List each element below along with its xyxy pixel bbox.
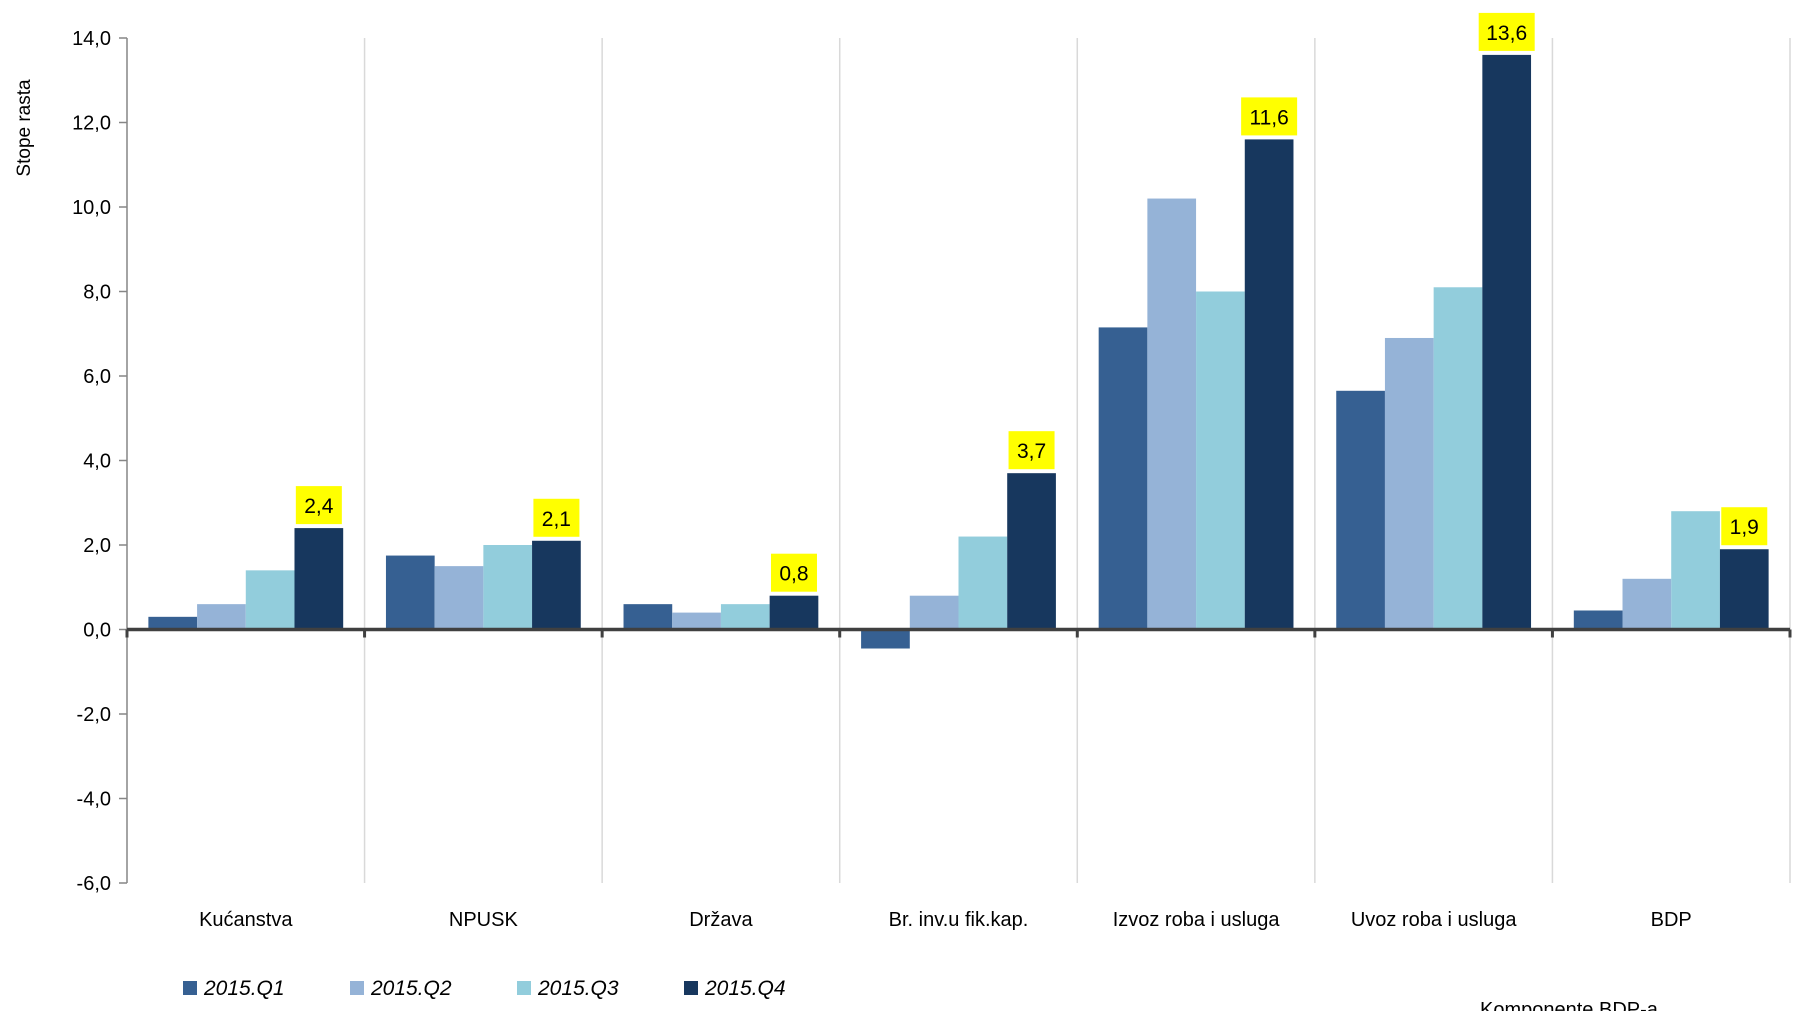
data-label-text: 2,4 — [304, 495, 334, 518]
data-label: 1,9 — [1721, 507, 1768, 546]
bars — [148, 54, 1769, 649]
y-tick-label: 12,0 — [72, 113, 111, 135]
bar-2015-q3-1 — [483, 545, 533, 630]
legend-swatch — [517, 981, 531, 995]
y-tick-label: 6,0 — [83, 366, 111, 388]
data-label: 3,7 — [1008, 431, 1055, 470]
axes: -6,0 -4,0 -2,0 0,0 2,0 4,0 6,0 8,0 10,0 12,0 14,0 K… — [72, 28, 1792, 931]
data-label-highlight — [1241, 97, 1298, 136]
legend-item: 2015.Q2 — [350, 977, 452, 1000]
legend-swatch — [183, 981, 197, 995]
y-tick-label: -2,0 — [77, 704, 111, 726]
data-label: 2,1 — [533, 498, 580, 537]
legend-label: 2015.Q3 — [537, 977, 619, 1000]
y-tick-label: 10,0 — [72, 197, 111, 219]
data-label-highlight — [1008, 431, 1055, 470]
bar-2015-q1-5 — [1336, 390, 1385, 630]
y-tick-label: 0,0 — [83, 620, 111, 642]
bar-2015-q3-3 — [958, 536, 1008, 630]
bar-2015-q2-3 — [909, 595, 959, 630]
legend-swatch — [684, 981, 698, 995]
bar-2015-q3-4 — [1196, 291, 1245, 630]
grid-lines — [363, 38, 1791, 883]
bar-2015-q1-4 — [1098, 327, 1148, 630]
data-label-text: 0,8 — [779, 563, 808, 586]
data-label-text: 3,7 — [1017, 440, 1046, 463]
bar-2015-q2-2 — [672, 612, 721, 630]
x-category-label: Država — [689, 909, 753, 931]
bar-2015-q1-1 — [385, 555, 435, 630]
bar-2015-q3-2 — [720, 604, 770, 630]
bar-2015-q4-4 — [1244, 139, 1294, 630]
bar-2015-q2-0 — [197, 604, 246, 630]
footer-note: Komponente BDP-a — [1480, 999, 1659, 1011]
data-label: 13,6 — [1478, 12, 1535, 51]
bar-2015-q2-1 — [434, 566, 484, 630]
data-label-highlight — [1721, 507, 1768, 546]
y-tick-label: -6,0 — [77, 873, 111, 895]
bar-2015-q4-5 — [1482, 54, 1532, 630]
data-label-highlight — [295, 486, 342, 525]
y-tick-label: -4,0 — [77, 789, 111, 811]
y-tick-label: 2,0 — [83, 535, 111, 557]
bar-2015-q3-6 — [1671, 511, 1720, 630]
data-label-text: 13,6 — [1486, 22, 1527, 45]
bar-2015-q1-3 — [861, 629, 910, 649]
legend-label: 2015.Q2 — [370, 977, 452, 1000]
bar-2015-q4-2 — [769, 595, 819, 630]
y-tick-label: 8,0 — [83, 282, 111, 304]
y-tick-label: 4,0 — [83, 451, 111, 473]
data-label-highlight — [770, 553, 817, 592]
bar-2015-q3-5 — [1433, 287, 1483, 630]
x-category-label: NPUSK — [449, 909, 519, 931]
bar-2015-q1-0 — [148, 616, 198, 630]
x-category-label: Izvoz roba i usluga — [1113, 909, 1281, 931]
data-label-highlight — [1478, 12, 1535, 51]
legend: 2015.Q1 2015.Q2 2015.Q3 2015.Q4 — [183, 977, 786, 1000]
bar-2015-q4-1 — [532, 540, 581, 630]
data-label: 11,6 — [1241, 97, 1298, 136]
y-tick-label: 14,0 — [72, 28, 111, 50]
x-category-label: Uvoz roba i usluga — [1351, 909, 1518, 931]
bar-2015-q1-6 — [1573, 610, 1623, 630]
data-label-text: 11,6 — [1249, 106, 1288, 129]
legend-item: 2015.Q4 — [684, 977, 786, 1000]
x-category-label: Kućanstva — [199, 909, 293, 931]
data-label: 0,8 — [770, 553, 817, 592]
data-labels: 2,4 2,1 0,8 3,7 11,6 13,6 1,9 — [295, 12, 1768, 592]
bar-2015-q2-5 — [1384, 337, 1434, 630]
bar-2015-q4-3 — [1007, 473, 1056, 630]
bar-2015-q1-2 — [623, 604, 673, 630]
x-category-label: Br. inv.u fik.kap. — [889, 909, 1029, 931]
data-label-text: 2,1 — [542, 508, 571, 531]
legend-item: 2015.Q1 — [183, 977, 285, 1000]
data-label: 2,4 — [295, 486, 342, 525]
bar-2015-q2-4 — [1147, 198, 1197, 630]
y-axis-title: Stope rasta — [14, 79, 35, 177]
x-category-label: BDP — [1651, 909, 1692, 931]
data-label-text: 1,9 — [1730, 516, 1759, 539]
bar-2015-q4-6 — [1719, 549, 1769, 630]
legend-label: 2015.Q4 — [704, 977, 786, 1000]
data-label-highlight — [533, 498, 580, 537]
bar-2015-q4-0 — [294, 528, 344, 630]
legend-label: 2015.Q1 — [203, 977, 285, 1000]
legend-item: 2015.Q3 — [517, 977, 619, 1000]
bar-2015-q2-6 — [1622, 578, 1672, 630]
bar-2015-q3-0 — [245, 570, 295, 630]
legend-swatch — [350, 981, 364, 995]
